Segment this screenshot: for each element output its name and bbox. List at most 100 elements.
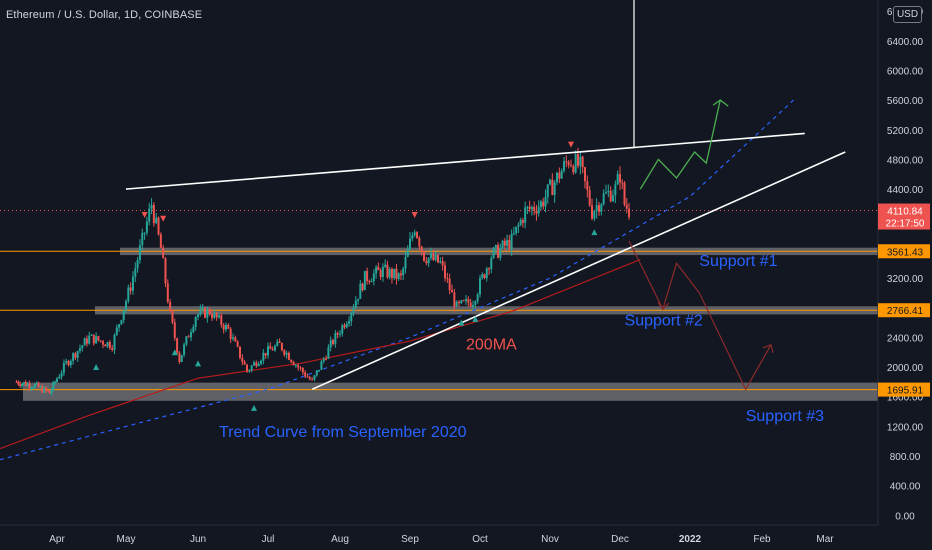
- candle-body: [19, 384, 22, 386]
- candle-body: [494, 245, 497, 249]
- candle-body: [434, 254, 437, 261]
- candle-body: [334, 333, 337, 344]
- candle-body: [370, 281, 373, 283]
- candle-body: [301, 368, 304, 373]
- candle-body: [159, 234, 162, 248]
- candle-body: [260, 360, 262, 364]
- candle-body: [430, 253, 432, 258]
- y-tick-label: 400.00: [890, 482, 921, 493]
- candle-body: [15, 381, 18, 383]
- candle-body: [336, 333, 339, 335]
- candle-body: [619, 174, 621, 183]
- candle-body: [348, 321, 351, 324]
- candle-body: [102, 341, 104, 345]
- candle-body: [236, 341, 239, 347]
- bearish-arrow-head: [762, 344, 774, 353]
- candle-body: [215, 312, 218, 318]
- candle-body: [368, 281, 371, 283]
- candle-body: [232, 337, 234, 339]
- candle-body: [521, 219, 524, 223]
- candle-body: [192, 326, 195, 333]
- bullish-projection-path: [639, 99, 721, 190]
- candle-body: [127, 287, 130, 302]
- candle-body: [54, 381, 57, 383]
- candle-body: [204, 307, 206, 318]
- candle-body: [446, 278, 449, 280]
- price-label-box: [878, 244, 930, 259]
- candle-body: [462, 300, 465, 302]
- candle-body: [194, 317, 197, 327]
- candle-body: [499, 247, 502, 258]
- x-tick-label: Nov: [541, 534, 559, 545]
- y-tick-label: 1200.00: [887, 422, 924, 433]
- candle-body: [341, 325, 344, 334]
- candle-body: [290, 359, 293, 363]
- candle-body: [563, 161, 565, 171]
- candle-body: [602, 193, 605, 205]
- price-label-text: 3561.43: [887, 247, 924, 258]
- candle-body: [508, 240, 511, 250]
- candle-body: [79, 348, 81, 351]
- sell-signal-marker: [568, 141, 574, 148]
- candle-body: [612, 195, 614, 202]
- candle-body: [609, 191, 612, 202]
- candle-body: [28, 383, 31, 389]
- candle-body: [187, 336, 190, 338]
- candle-body: [239, 346, 241, 358]
- candle-body: [528, 206, 531, 210]
- price-label-box: [878, 303, 930, 318]
- candle-body: [588, 190, 591, 206]
- y-tick-label: 3200.00: [887, 274, 924, 285]
- candle-body: [386, 264, 389, 278]
- candle-body: [30, 387, 33, 389]
- candle-body: [439, 261, 442, 263]
- annotation-label: Support #2: [625, 313, 703, 330]
- x-tick-label: Jul: [262, 534, 275, 545]
- candle-body: [129, 287, 132, 291]
- x-tick-label: Jun: [190, 534, 206, 545]
- candle-body: [24, 382, 27, 386]
- candle-body: [95, 336, 98, 344]
- candle-body: [50, 389, 53, 394]
- candle-body: [304, 372, 307, 377]
- candle-body: [598, 205, 600, 212]
- candle-body: [565, 161, 568, 163]
- candle-body: [420, 246, 423, 251]
- candle-body: [222, 324, 225, 330]
- candle-body: [220, 315, 223, 325]
- candle-body: [39, 386, 42, 388]
- candle-body: [92, 334, 95, 344]
- candle-body: [406, 249, 409, 257]
- currency-selector[interactable]: USD: [893, 6, 922, 23]
- x-axis-panel: [0, 525, 932, 550]
- candle-body: [607, 191, 610, 193]
- candle-body: [460, 300, 463, 304]
- candle-body: [526, 206, 529, 208]
- candle-body: [113, 334, 116, 350]
- trend-curve-line: [0, 99, 794, 461]
- candle-body: [467, 299, 470, 303]
- candle-body: [503, 240, 506, 246]
- bearish-projection-path: [628, 240, 772, 391]
- y-tick-label: 4800.00: [887, 155, 924, 166]
- candle-body: [625, 204, 628, 209]
- candle-body: [546, 184, 549, 198]
- candle-body: [506, 240, 509, 246]
- candle-body: [614, 184, 617, 196]
- candle-body: [377, 266, 380, 271]
- candle-body: [432, 253, 435, 261]
- candle-body: [199, 309, 202, 315]
- buy-signal-marker: [93, 364, 100, 371]
- candle-body: [197, 314, 199, 318]
- candle-body: [131, 276, 134, 291]
- x-tick-label: Mar: [816, 534, 834, 545]
- candle-body: [33, 384, 36, 388]
- candle-body: [178, 352, 181, 362]
- candle-body: [143, 232, 146, 234]
- annotation-label: Support #3: [746, 408, 824, 425]
- candle-body: [339, 333, 341, 335]
- candle-body: [308, 377, 311, 380]
- y-axis-panel: [878, 0, 932, 550]
- candle-body: [579, 156, 582, 166]
